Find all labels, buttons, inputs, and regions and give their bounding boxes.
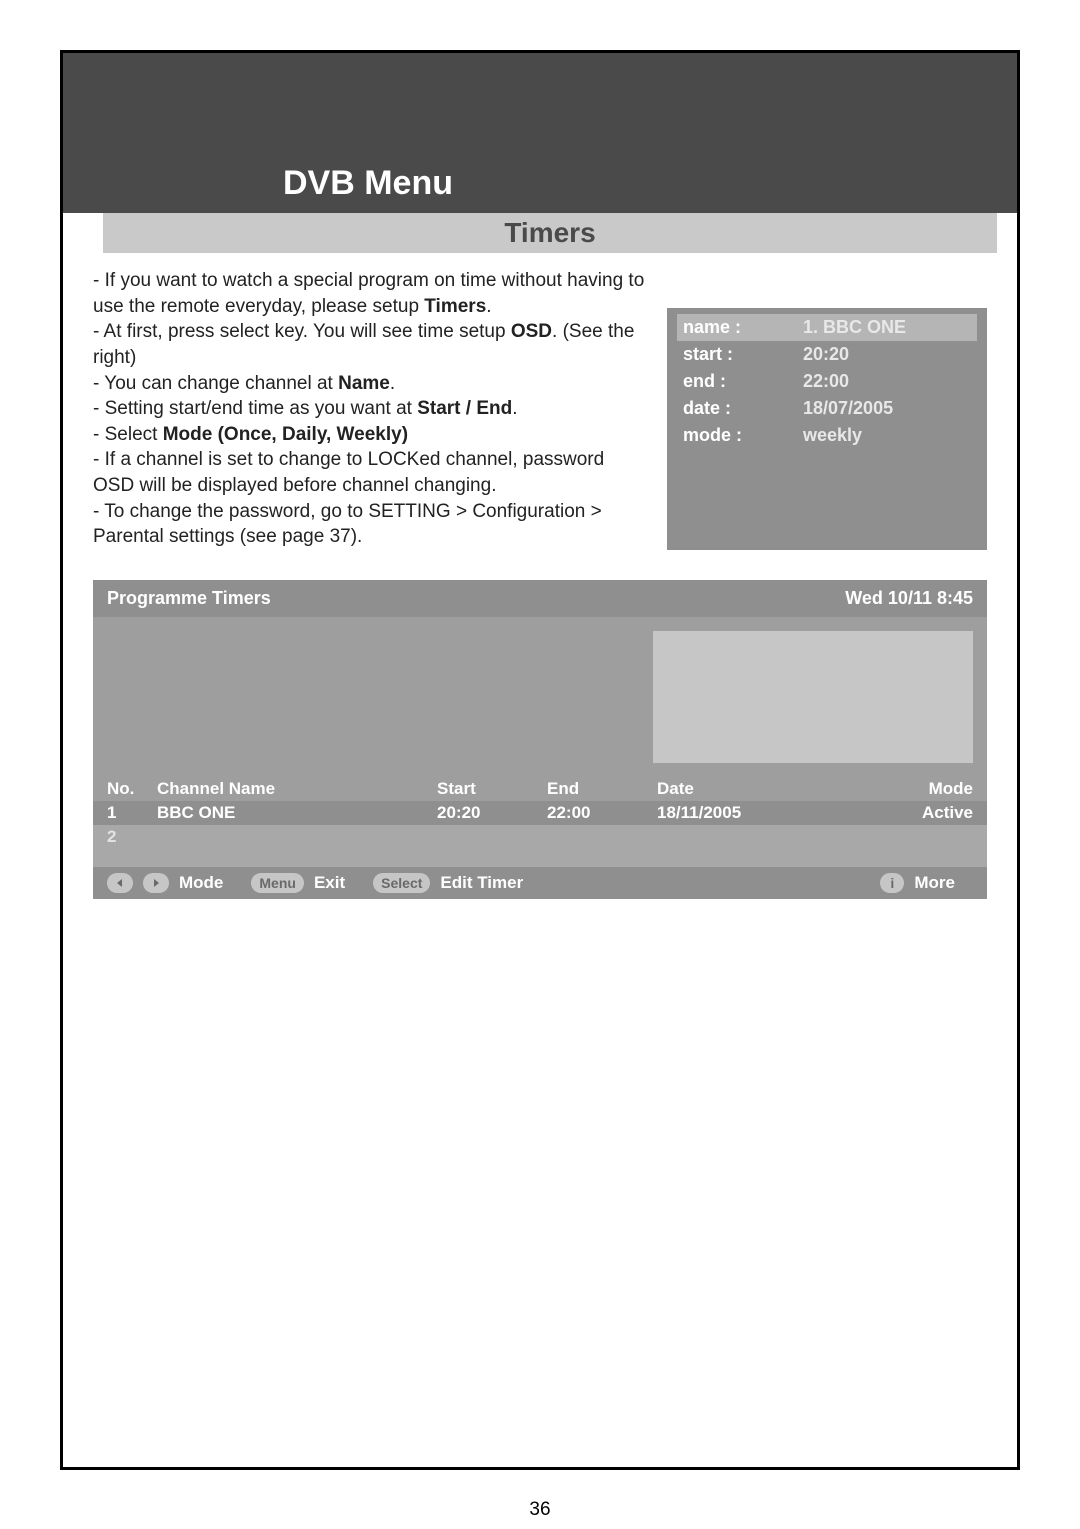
page-frame: DVB Menu Timers - If you want to watch a… [60, 50, 1020, 1470]
osd-row-name[interactable]: name : 1. BBC ONE [677, 314, 977, 341]
page-number: 36 [0, 1499, 1080, 1521]
timer-row-1[interactable]: 1 BBC ONE 20:20 22:00 18/11/2005 Active [93, 801, 987, 825]
panel-preview-right [653, 631, 973, 763]
header-bar: DVB Menu [63, 53, 1017, 213]
footer-exit-label: Exit [314, 873, 345, 893]
section-title-bar: Timers [103, 213, 997, 253]
panel-title: Programme Timers [107, 588, 271, 609]
arrow-right-icon[interactable] [143, 873, 169, 893]
arrow-left-icon[interactable] [107, 873, 133, 893]
select-button[interactable]: Select [373, 873, 430, 893]
footer-edit-label: Edit Timer [440, 873, 523, 893]
panel-header: Programme Timers Wed 10/11 8:45 [93, 580, 987, 617]
programme-timers-panel: Programme Timers Wed 10/11 8:45 No. Chan… [93, 580, 987, 899]
info-button[interactable]: i [880, 873, 904, 893]
timer-table-header: No. Channel Name Start End Date Mode [93, 777, 987, 801]
footer-more-label: More [914, 873, 955, 893]
instructions-block: - If you want to watch a special program… [93, 268, 647, 550]
panel-datetime: Wed 10/11 8:45 [845, 588, 973, 609]
osd-row-start[interactable]: start : 20:20 [677, 341, 977, 368]
menu-button[interactable]: Menu [251, 873, 304, 893]
osd-row-date[interactable]: date : 18/07/2005 [677, 395, 977, 422]
footer-mode-label: Mode [179, 873, 223, 893]
section-title: Timers [504, 217, 595, 248]
timer-row-2[interactable]: 2 [93, 825, 987, 867]
timer-setup-osd: name : 1. BBC ONE start : 20:20 end : 22… [667, 308, 987, 550]
osd-row-end[interactable]: end : 22:00 [677, 368, 977, 395]
panel-preview-left [107, 631, 639, 763]
osd-row-mode[interactable]: mode : weekly [677, 422, 977, 449]
panel-footer: Mode Menu Exit Select Edit Timer i More [93, 867, 987, 899]
dvb-menu-title: DVB Menu [63, 164, 483, 203]
